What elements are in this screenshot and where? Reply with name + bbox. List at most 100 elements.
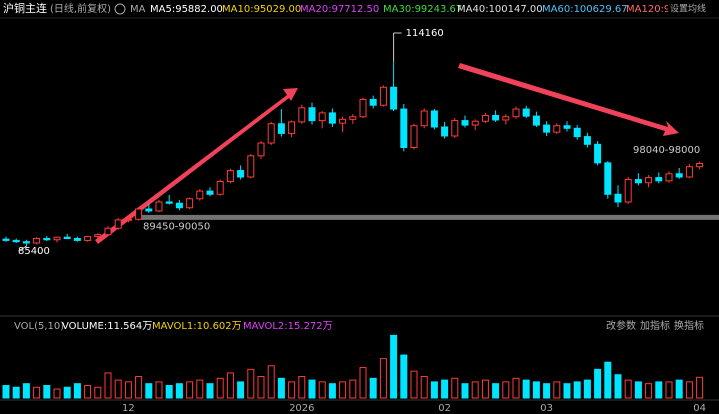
ma-label: MA40:100147.00	[457, 4, 543, 15]
volume-bar	[328, 383, 336, 399]
volume-bar	[349, 379, 357, 399]
volume-bar	[186, 381, 194, 399]
volume-bar	[63, 386, 71, 399]
volume-bar	[22, 383, 30, 399]
candle-body	[145, 208, 153, 212]
candle-body	[247, 155, 255, 178]
candle-body	[288, 121, 296, 134]
volume-bar	[410, 370, 418, 399]
volume-bar	[145, 383, 153, 399]
candle-body	[104, 227, 112, 236]
volume-bar	[53, 388, 61, 399]
candle-body	[430, 110, 438, 128]
volume-title: VOL(5,10)	[14, 321, 64, 332]
settings-bg	[668, 2, 719, 16]
indicator-button[interactable]: 加指标	[640, 319, 670, 332]
volume-bar	[339, 381, 347, 399]
candle-body	[84, 236, 92, 241]
candle-body	[369, 98, 377, 106]
trend-arrow	[95, 88, 298, 244]
candle-body	[553, 125, 561, 133]
candle-body	[63, 236, 71, 239]
volume-bar	[84, 384, 92, 399]
candle-body	[237, 170, 245, 178]
candle-body	[451, 120, 459, 137]
volume-bar	[594, 368, 602, 399]
volume-label: VOLUME:11.564万	[62, 321, 152, 332]
candle-body	[420, 110, 428, 127]
settings-icon[interactable]	[114, 3, 126, 15]
candle-body	[634, 179, 642, 184]
candle-body	[379, 86, 387, 106]
candle-body	[696, 163, 704, 168]
candle-body	[481, 114, 489, 122]
candle-body	[583, 136, 591, 145]
candle-body	[267, 123, 275, 144]
candle-body	[461, 120, 469, 126]
candle-body	[12, 239, 20, 243]
volume-bar	[33, 386, 41, 399]
volume-bar	[461, 383, 469, 399]
candle-body	[53, 236, 61, 241]
candle-body	[400, 108, 408, 149]
candle-body	[206, 190, 214, 195]
volume-bar	[277, 377, 285, 399]
trend-arrow	[458, 63, 679, 136]
volume-label: MAVOL2:15.272万	[243, 321, 333, 332]
volume-bar	[563, 383, 571, 399]
volume-bar	[675, 379, 683, 399]
candle-body	[165, 201, 173, 204]
volume-bar	[298, 376, 306, 399]
volume-bar	[267, 365, 275, 399]
candle-body	[685, 166, 693, 178]
volume-bar	[665, 381, 673, 399]
candle-body	[135, 208, 143, 220]
candle-body	[155, 201, 163, 212]
volume-bar	[114, 379, 122, 399]
volume-label: MAVOL1:10.602万	[152, 321, 242, 332]
candle-body	[328, 112, 336, 124]
candle-body	[359, 98, 367, 118]
candle-body	[298, 107, 306, 123]
volume-bar	[614, 374, 622, 399]
settings-button[interactable]: 设置均线	[670, 3, 706, 15]
candle-body	[43, 237, 51, 241]
x-tick-label: 12	[122, 403, 135, 414]
candle-body	[339, 118, 347, 124]
candle-body	[277, 123, 285, 134]
candle-body	[594, 143, 602, 164]
ma-label: MA60:100629.67	[542, 4, 628, 15]
candle-body	[543, 124, 551, 133]
period: (日线,前复权)	[50, 2, 111, 15]
volume-bar	[369, 377, 377, 399]
candle-body	[73, 237, 81, 241]
ma-title: MA	[130, 4, 146, 15]
volume-bar	[247, 368, 255, 399]
candle-body	[175, 202, 183, 209]
volume-bar	[237, 381, 245, 399]
volume-bar	[441, 379, 449, 399]
candle-body	[522, 108, 530, 117]
candle-body	[410, 125, 418, 149]
volume-bar	[471, 381, 479, 399]
x-tick-label: 03	[540, 403, 553, 414]
volume-bar	[94, 386, 102, 399]
candle-body	[573, 127, 581, 138]
volume-bar	[124, 381, 132, 399]
indicator-button[interactable]: 换指标	[674, 319, 704, 332]
volume-bar	[135, 376, 143, 399]
x-tick-label: 02	[438, 403, 451, 414]
candle-body	[22, 241, 30, 244]
indicator-button[interactable]: 改参数	[606, 319, 636, 332]
symbol: 沪铜主连	[3, 1, 47, 15]
volume-bar	[522, 379, 530, 399]
volume-bar	[257, 376, 265, 399]
annotation: 85400	[18, 246, 50, 257]
volume-bar	[512, 377, 520, 399]
candle-body	[665, 173, 673, 182]
volume-bar	[543, 383, 551, 399]
volume-bar	[165, 384, 173, 399]
annotation: 114160	[406, 28, 444, 39]
candle-body	[471, 120, 479, 126]
